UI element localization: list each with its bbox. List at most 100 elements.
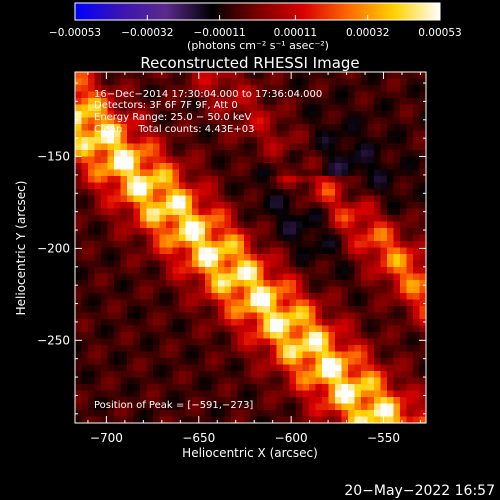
heatmap-cell — [387, 299, 395, 307]
heatmap-cell — [309, 416, 317, 424]
heatmap-cell — [146, 345, 154, 353]
heatmap-cell — [166, 72, 174, 80]
heatmap-cell — [192, 254, 200, 262]
heatmap-cell — [81, 234, 89, 242]
heatmap-cell — [354, 254, 362, 262]
heatmap-cell — [374, 293, 382, 301]
heatmap-cell — [192, 390, 200, 398]
heatmap-cell — [289, 403, 297, 411]
heatmap-cell — [413, 416, 421, 424]
heatmap-cell — [263, 247, 271, 255]
heatmap-cell — [322, 345, 330, 353]
heatmap-cell — [172, 410, 180, 418]
heatmap-cell — [296, 85, 304, 93]
heatmap-cell — [283, 130, 291, 138]
heatmap-cell — [296, 371, 304, 379]
heatmap-cell — [127, 195, 135, 203]
heatmap-cell — [276, 312, 284, 320]
heatmap-cell — [81, 280, 89, 288]
heatmap-cell — [231, 208, 239, 216]
heatmap-cell — [88, 228, 96, 236]
heatmap-cell — [153, 176, 161, 184]
heatmap-cell — [335, 215, 343, 223]
heatmap-cell — [133, 130, 141, 138]
heatmap-cell — [315, 208, 323, 216]
heatmap-cell — [250, 111, 258, 119]
heatmap-cell — [283, 91, 291, 99]
heatmap-cell — [263, 254, 271, 262]
heatmap-cell — [354, 78, 362, 86]
heatmap-cell — [81, 260, 89, 268]
heatmap-cell — [218, 182, 226, 190]
heatmap-cell — [159, 150, 167, 158]
heatmap-cell — [231, 72, 239, 80]
heatmap-cell — [393, 130, 401, 138]
heatmap-cell — [413, 215, 421, 223]
heatmap-cell — [218, 293, 226, 301]
heatmap-cell — [367, 78, 375, 86]
heatmap-cell — [309, 221, 317, 229]
heatmap-cell — [192, 234, 200, 242]
heatmap-cell — [270, 299, 278, 307]
heatmap-cell — [328, 371, 336, 379]
heatmap-cell — [374, 384, 382, 392]
heatmap-cell — [166, 163, 174, 171]
heatmap-cell — [114, 345, 122, 353]
heatmap-cell — [393, 221, 401, 229]
heatmap-cell — [88, 137, 96, 145]
heatmap-cell — [380, 195, 388, 203]
heatmap-cell — [218, 202, 226, 210]
heatmap-cell — [81, 228, 89, 236]
heatmap-cell — [205, 280, 213, 288]
heatmap-cell — [348, 384, 356, 392]
heatmap-cell — [140, 150, 148, 158]
heatmap-cell — [94, 91, 102, 99]
heatmap-cell — [302, 325, 310, 333]
heatmap-cell — [153, 312, 161, 320]
heatmap-cell — [114, 156, 122, 164]
heatmap-cell — [315, 189, 323, 197]
heatmap-cell — [218, 332, 226, 340]
heatmap-cell — [231, 182, 239, 190]
heatmap-cell — [211, 189, 219, 197]
heatmap-cell — [237, 124, 245, 132]
heatmap-cell — [289, 416, 297, 424]
heatmap-cell — [393, 208, 401, 216]
heatmap-cell — [244, 397, 252, 405]
heatmap-cell — [133, 306, 141, 314]
heatmap-cell — [419, 345, 427, 353]
heatmap-cell — [185, 72, 193, 80]
heatmap-cell — [257, 150, 265, 158]
heatmap-cell — [127, 189, 135, 197]
heatmap-cell — [198, 247, 206, 255]
heatmap-cell — [322, 306, 330, 314]
heatmap-cell — [406, 124, 414, 132]
heatmap-cell — [185, 286, 193, 294]
heatmap-cell — [218, 228, 226, 236]
heatmap-cell — [348, 234, 356, 242]
heatmap-cell — [283, 143, 291, 151]
heatmap-cell — [406, 345, 414, 353]
heatmap-cell — [354, 221, 362, 229]
heatmap-cell — [127, 85, 135, 93]
heatmap-cell — [348, 293, 356, 301]
heatmap-cell — [140, 319, 148, 327]
heatmap-cell — [127, 72, 135, 80]
heatmap-cell — [348, 137, 356, 145]
heatmap-cell — [380, 358, 388, 366]
heatmap-cell — [270, 410, 278, 418]
heatmap-cell — [198, 124, 206, 132]
heatmap-cell — [224, 345, 232, 353]
heatmap-cell — [75, 403, 83, 411]
heatmap-cell — [237, 319, 245, 327]
heatmap-cell — [309, 202, 317, 210]
heatmap-cell — [101, 293, 109, 301]
heatmap-cell — [328, 202, 336, 210]
heatmap-cell — [348, 124, 356, 132]
heatmap-cell — [419, 91, 427, 99]
heatmap-cell — [133, 397, 141, 405]
heatmap-cell — [133, 189, 141, 197]
heatmap-cell — [192, 215, 200, 223]
heatmap-cell — [328, 247, 336, 255]
heatmap-cell — [354, 273, 362, 281]
